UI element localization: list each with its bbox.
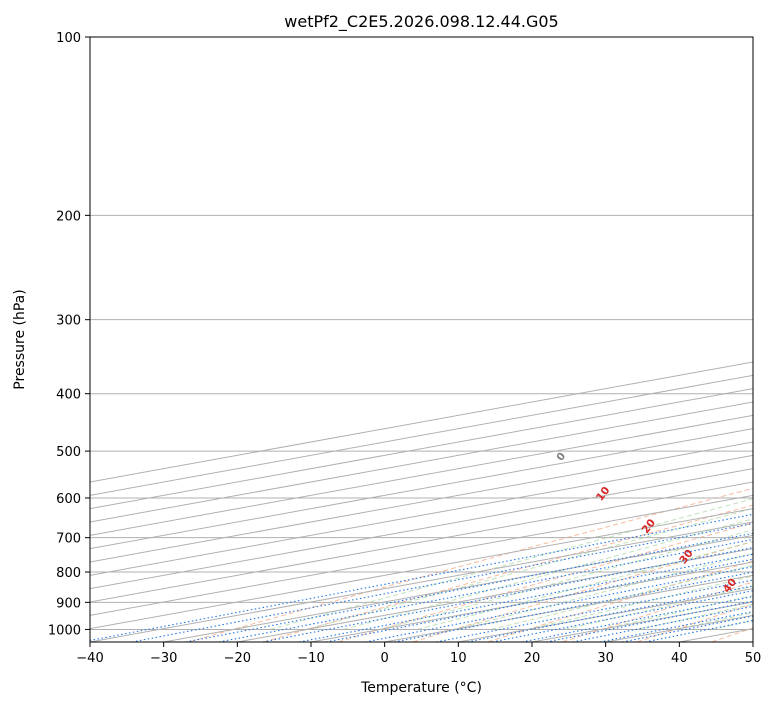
- dry-adiabat-line: [338, 522, 753, 642]
- mixing-ratio-line: [546, 600, 753, 642]
- chart-title: wetPf2_C2E5.2026.098.12.44.G05: [284, 12, 558, 32]
- isotherm-line: [90, 454, 753, 576]
- x-tick-label: 20: [524, 651, 541, 666]
- x-tick-label: 30: [597, 651, 614, 666]
- moist-adiabat-line: [417, 540, 753, 630]
- mixing-ratio-line: [622, 615, 753, 642]
- mixing-ratio-line: [262, 546, 753, 642]
- moist-adiabat-line: [306, 507, 753, 630]
- x-axis-label: Temperature (°C): [360, 680, 482, 696]
- moist-adiabat-line: [527, 575, 753, 630]
- isotherm-line: [90, 468, 753, 590]
- y-tick-label: 800: [56, 566, 81, 581]
- y-tick-label: 900: [56, 596, 81, 611]
- isotherm-line: [90, 508, 753, 630]
- x-tick-label: −20: [224, 651, 251, 666]
- y-tick-label: 100: [56, 31, 81, 46]
- moist-adiabat-line: [453, 552, 753, 630]
- background-lines: [90, 37, 753, 642]
- isotherm-line: [90, 481, 753, 603]
- x-tick-label: 50: [745, 651, 762, 666]
- y-tick-label: 700: [56, 532, 81, 547]
- mixing-ratio-line: [185, 532, 753, 642]
- isotherm-line: [90, 441, 753, 563]
- isotherm-line: [90, 428, 753, 550]
- plot-frame: [89, 36, 754, 643]
- mixing-ratio-line: [218, 538, 753, 642]
- moist-adiabat-line: [380, 529, 753, 630]
- dry-adiabat-line: [188, 487, 753, 642]
- y-axis-label: Pressure (hPa): [12, 289, 28, 389]
- x-tick-label: 10: [450, 651, 467, 666]
- x-tick-label: 0: [381, 651, 389, 666]
- mixing-ratio-line: [572, 605, 753, 642]
- plot-area: [90, 37, 753, 642]
- x-tick-label: −10: [297, 651, 324, 666]
- y-tick-label: 600: [56, 492, 81, 507]
- moist-adiabat-line: [490, 564, 753, 630]
- y-tick-label: 400: [56, 388, 81, 403]
- mixing-ratio-line: [599, 611, 753, 642]
- y-tick-label: 1000: [48, 623, 81, 638]
- x-tick-label: 40: [671, 651, 688, 666]
- y-tick-label: 200: [56, 209, 81, 224]
- isotherm-line: [90, 521, 753, 642]
- axes: −40 −30 −20 −10 0 10 20 30 40 50 100 200 300 400 500 60…: [48, 31, 761, 666]
- isotherm-line: [90, 494, 753, 616]
- mixing-ratio-line: [521, 595, 753, 642]
- isotherm-line: [163, 534, 753, 642]
- x-tick-label: −40: [76, 651, 103, 666]
- dry-adiabat-line: [263, 504, 753, 642]
- y-tick-label: 500: [56, 445, 81, 460]
- mixing-ratio-line: [131, 522, 753, 642]
- x-tick-label: −30: [150, 651, 177, 666]
- y-tick-label: 300: [56, 314, 81, 329]
